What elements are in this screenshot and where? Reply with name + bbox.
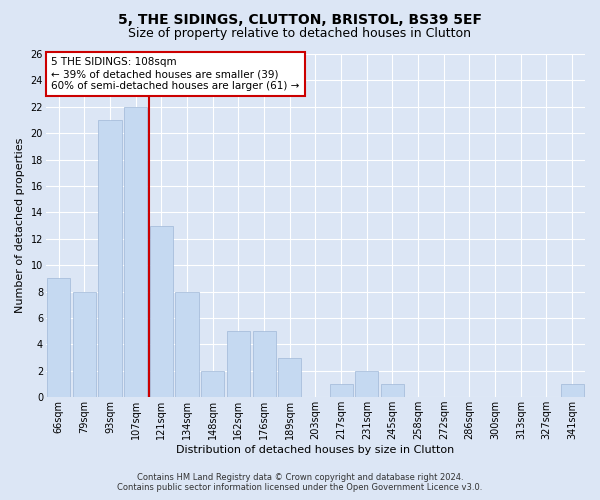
Text: 5 THE SIDINGS: 108sqm
← 39% of detached houses are smaller (39)
60% of semi-deta: 5 THE SIDINGS: 108sqm ← 39% of detached …	[51, 58, 299, 90]
Bar	[175, 292, 199, 397]
Bar	[98, 120, 122, 397]
Bar	[329, 384, 353, 397]
Bar	[560, 384, 584, 397]
Text: Contains HM Land Registry data © Crown copyright and database right 2024.
Contai: Contains HM Land Registry data © Crown c…	[118, 473, 482, 492]
Y-axis label: Number of detached properties: Number of detached properties	[15, 138, 25, 314]
X-axis label: Distribution of detached houses by size in Clutton: Distribution of detached houses by size …	[176, 445, 455, 455]
Bar	[227, 331, 250, 397]
Bar	[253, 331, 275, 397]
Text: 5, THE SIDINGS, CLUTTON, BRISTOL, BS39 5EF: 5, THE SIDINGS, CLUTTON, BRISTOL, BS39 5…	[118, 12, 482, 26]
Text: Size of property relative to detached houses in Clutton: Size of property relative to detached ho…	[128, 28, 472, 40]
Bar	[73, 292, 96, 397]
Bar	[47, 278, 70, 397]
Bar	[278, 358, 301, 397]
Bar	[381, 384, 404, 397]
Bar	[124, 107, 147, 397]
Bar	[201, 371, 224, 397]
Bar	[355, 371, 379, 397]
Bar	[150, 226, 173, 397]
